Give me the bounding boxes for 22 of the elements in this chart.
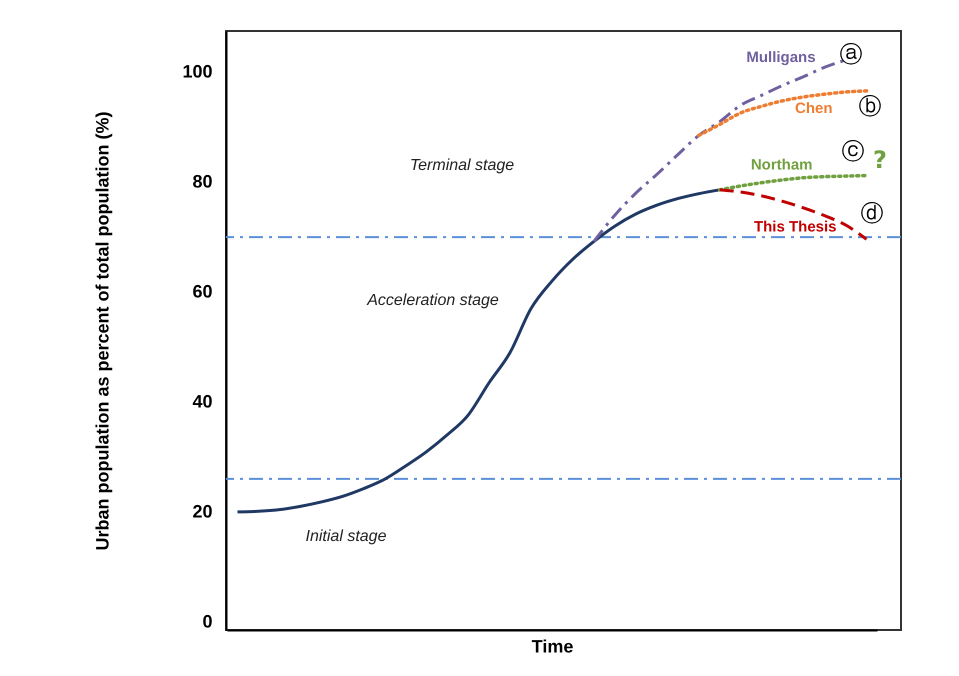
annotation: ⓒ xyxy=(842,139,864,165)
annotation: ⓑ xyxy=(858,94,882,120)
series-label: This Thesis xyxy=(754,218,837,236)
line-series xyxy=(236,188,722,514)
y-tick-label: 100 xyxy=(182,62,212,82)
annotation: ⓐ xyxy=(840,42,862,68)
series-label: Mulligans xyxy=(746,49,816,66)
y-tick-label: 0 xyxy=(202,611,212,632)
annotation: ? xyxy=(873,146,887,174)
annotation: Acceleration stage xyxy=(366,292,499,309)
y-tick-label: 20 xyxy=(192,501,212,522)
series-label: Chen xyxy=(795,100,833,117)
annotation: Initial stage xyxy=(306,528,387,545)
y-axis-title: Urban population as percent of total population (%) xyxy=(92,112,112,550)
annotation: Terminal stage xyxy=(410,157,514,174)
line-series xyxy=(718,174,868,192)
y-tick-label: 60 xyxy=(192,282,212,302)
y-tick-label: 40 xyxy=(192,391,212,412)
annotation: ⓓ xyxy=(860,201,884,227)
x-axis-title: Time xyxy=(532,636,574,656)
y-tick-label: 80 xyxy=(192,172,212,192)
series-label: Northam xyxy=(750,156,813,174)
